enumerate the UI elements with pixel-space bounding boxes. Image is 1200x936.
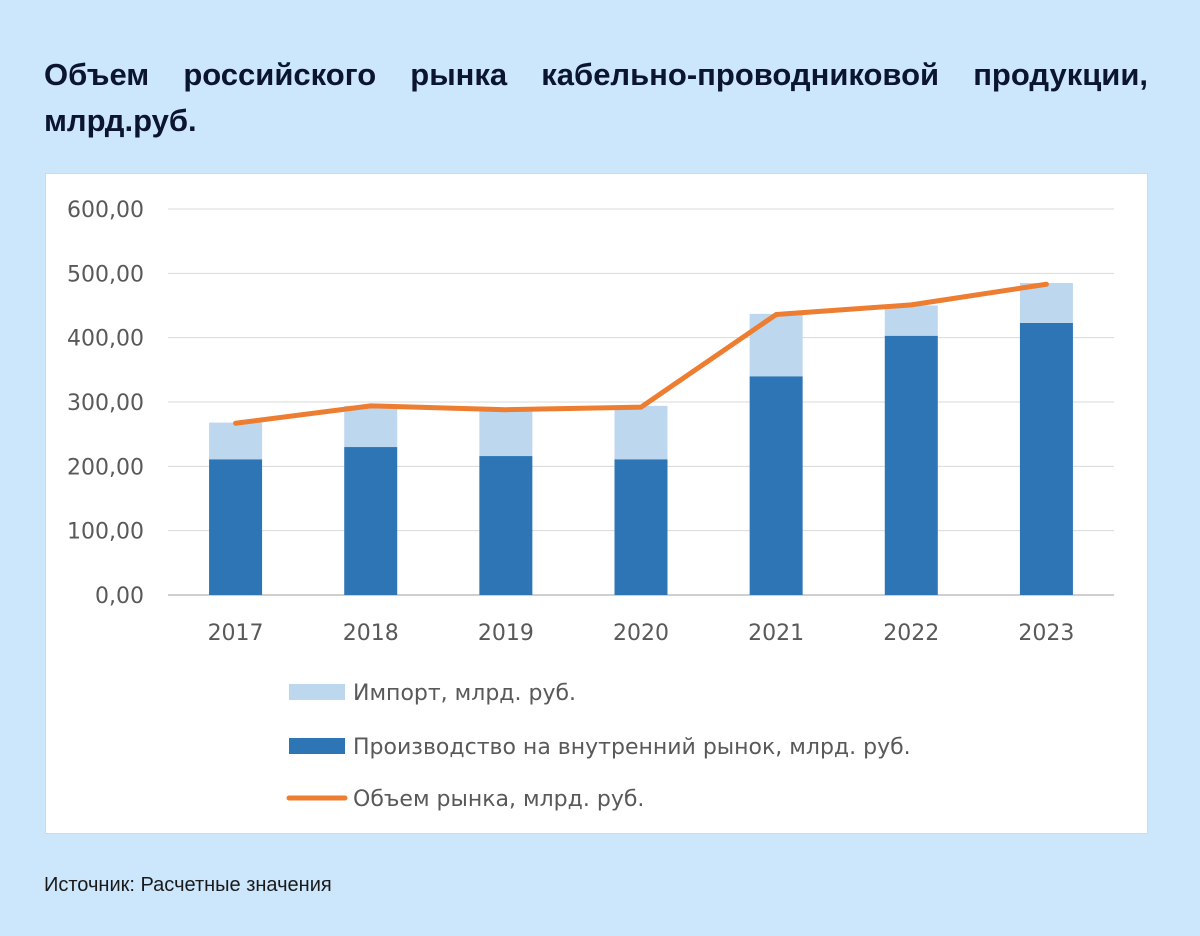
source-note: Источник: Расчетные значения bbox=[44, 874, 332, 896]
legend-label: Импорт, млрд. руб. bbox=[353, 681, 576, 706]
legend-label: Объем рынка, млрд. руб. bbox=[353, 787, 644, 812]
bar-import bbox=[749, 313, 803, 377]
y-tick-label: 100,00 bbox=[67, 520, 144, 545]
legend-swatch bbox=[289, 738, 345, 754]
x-tick-label: 2019 bbox=[478, 621, 534, 646]
x-tick-label: 2021 bbox=[748, 621, 804, 646]
chart-area: 0,00 100,00 200,00 300,00 400,00 500,00 600,00… bbox=[45, 173, 1148, 834]
bar-production bbox=[344, 447, 398, 595]
x-tick-label: 2018 bbox=[343, 621, 399, 646]
y-tick-label: 300,00 bbox=[67, 391, 144, 416]
bar-production bbox=[209, 459, 263, 595]
legend-swatch bbox=[289, 684, 345, 700]
y-tick-label: 200,00 bbox=[67, 455, 144, 480]
y-tick-label: 600,00 bbox=[67, 198, 144, 223]
bar-import bbox=[1019, 282, 1073, 323]
bar-production bbox=[479, 456, 533, 595]
x-tick-label: 2023 bbox=[1018, 621, 1074, 646]
bar-import bbox=[614, 405, 668, 460]
y-tick-label: 500,00 bbox=[67, 262, 144, 287]
x-tick-label: 2022 bbox=[883, 621, 939, 646]
bar-production bbox=[749, 376, 803, 595]
y-tick-label: 0,00 bbox=[95, 584, 144, 609]
bar-production bbox=[1019, 322, 1073, 595]
bar-production bbox=[614, 459, 668, 595]
legend-label: Производство на внутренний рынок, млрд. … bbox=[353, 735, 911, 760]
bar-import bbox=[884, 305, 938, 336]
y-tick-label: 400,00 bbox=[67, 327, 144, 352]
x-tick-label: 2017 bbox=[208, 621, 264, 646]
chart-svg: 0,00 100,00 200,00 300,00 400,00 500,00 600,00… bbox=[67, 198, 1114, 812]
bar-production bbox=[884, 335, 938, 595]
bar-import bbox=[344, 405, 398, 448]
bar-import bbox=[479, 410, 533, 457]
bar-import bbox=[209, 422, 263, 460]
x-tick-label: 2020 bbox=[613, 621, 669, 646]
chart-title: Объем российского рынка кабельно-проводн… bbox=[44, 57, 1148, 138]
